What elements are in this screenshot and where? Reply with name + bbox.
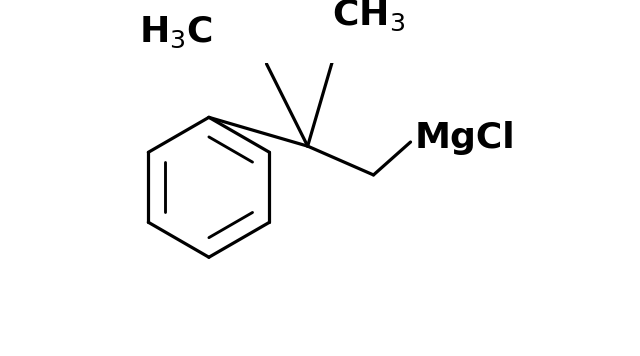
Text: CH$_3$: CH$_3$ (332, 0, 405, 33)
Text: MgCl: MgCl (415, 121, 515, 155)
Text: H$_3$C: H$_3$C (140, 15, 213, 50)
